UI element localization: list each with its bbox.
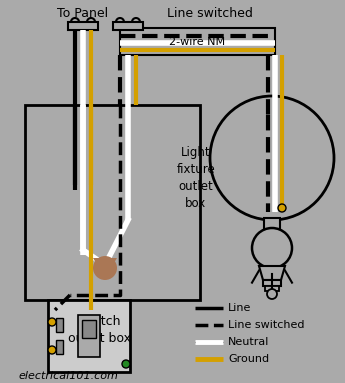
Text: 2-wire NM: 2-wire NM [169,37,225,47]
Circle shape [122,360,130,368]
Text: Line switched: Line switched [228,320,305,330]
Bar [263,280,281,286]
Bar [120,28,275,55]
Text: Line: Line [228,303,252,313]
Polygon shape [93,258,117,278]
Bar [56,318,63,332]
Circle shape [210,96,334,220]
Text: electrical101.com: electrical101.com [18,371,118,381]
Bar [78,315,100,357]
Circle shape [48,346,56,354]
Circle shape [278,204,286,212]
Text: Light
fixture
outlet
box: Light fixture outlet box [177,146,215,210]
Polygon shape [259,266,285,280]
Bar [82,320,96,338]
Circle shape [252,228,292,268]
Circle shape [267,289,277,299]
Bar [48,300,130,372]
Circle shape [93,256,117,280]
Bar [264,218,280,230]
Bar [265,286,279,291]
Text: Switch
outlet box: Switch outlet box [69,315,131,345]
Bar [113,22,143,30]
Bar [68,22,98,30]
Text: Line switched: Line switched [167,7,253,20]
Bar [56,340,63,354]
Text: To Panel: To Panel [57,7,109,20]
Text: Ground: Ground [228,354,269,364]
Circle shape [48,318,56,326]
Bar [25,105,200,300]
Text: Neutral: Neutral [228,337,269,347]
